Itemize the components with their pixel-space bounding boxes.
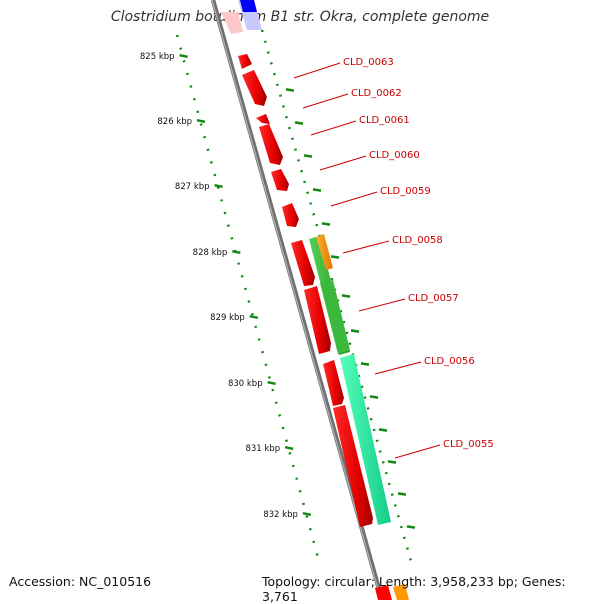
gene-features: [238, 54, 409, 600]
ruler-tick: [196, 118, 206, 124]
gene-arrow-green-dark: [320, 280, 350, 354]
gene-label: CLD_0060: [369, 150, 420, 161]
top-faded-features: [221, 0, 262, 34]
gene-arrow-7: [291, 240, 315, 286]
outer-tick: [294, 121, 304, 125]
gene-arrow-faded-pink: [221, 12, 243, 34]
gene-label: CLD_0058: [392, 235, 443, 246]
gene-arrow-blue: [240, 0, 257, 12]
ruler-label: 828 kbp: [193, 248, 228, 258]
outer-tick: [397, 492, 407, 496]
ruler-label: 827 kbp: [175, 182, 210, 192]
ruler-label: 830 kbp: [228, 379, 263, 389]
accession-text: Accession: NC_010516: [9, 574, 152, 589]
ruler-label: 826 kbp: [157, 117, 192, 127]
gene-arrow-bottom-orange: [393, 584, 409, 600]
outer-tick: [330, 255, 340, 259]
gene-arrow-3: [256, 114, 270, 124]
ruler-label: 825 kbp: [140, 52, 175, 62]
gene-labels: CLD_0063 CLD_0062 CLD_0061 CLD_0060 CLD_0059…: [343, 57, 494, 450]
ruler-tick: [179, 53, 188, 59]
ruler-labels: 825 kbp 826 kbp 827 kbp 828 kbp 829 kbp 830 k…: [140, 52, 298, 520]
outer-tick: [378, 428, 388, 432]
gene-label: CLD_0061: [359, 115, 410, 126]
genome-title: Clostridium botulinum B1 str. Okra, comp…: [110, 9, 490, 25]
gene-arrow-10: [333, 405, 373, 527]
ruler-label: 832 kbp: [263, 510, 298, 520]
outer-tick: [350, 329, 360, 333]
gene-leaders: [293, 62, 441, 459]
gene-leader-line: [358, 298, 406, 312]
gene-arrow-5: [271, 169, 289, 191]
outer-tick: [341, 294, 351, 298]
ruler-tick: [249, 314, 259, 320]
gene-leader-line: [293, 62, 341, 79]
gene-leader-line: [302, 93, 349, 109]
ruler-tick: [214, 183, 223, 189]
gene-arrow-4: [259, 124, 283, 165]
ruler-major-ticks: [179, 53, 416, 529]
gene-arrow-1: [238, 54, 252, 69]
gene-label: CLD_0055: [443, 439, 494, 450]
gene-label: CLD_0057: [408, 293, 459, 304]
gene-leader-line: [374, 361, 422, 375]
gene-leader-line: [319, 155, 367, 171]
gene-arrow-9: [323, 360, 344, 406]
gene-leader-line: [310, 120, 357, 136]
ruler-tick: [302, 511, 312, 517]
outer-tick: [369, 395, 379, 399]
ruler-tick: [232, 249, 241, 255]
outer-tick: [387, 460, 397, 464]
gene-arrow-6: [282, 203, 299, 227]
gene-leader-line: [330, 191, 378, 207]
gene-arrow-bottom-red: [375, 585, 392, 600]
gene-label: CLD_0062: [351, 88, 402, 99]
gene-arrow-teal: [340, 354, 391, 525]
outer-tick: [303, 154, 313, 158]
ruler-tick: [267, 380, 276, 386]
gene-arrow-orange: [316, 234, 333, 270]
gene-arrow-2: [242, 70, 267, 106]
outer-tick: [360, 362, 370, 366]
outer-tick: [321, 222, 331, 226]
ruler-label: 831 kbp: [245, 444, 280, 454]
gene-leader-line: [342, 240, 390, 254]
outer-tick: [285, 88, 295, 92]
gene-label: CLD_0063: [343, 57, 394, 68]
ruler-label: 829 kbp: [210, 313, 245, 323]
gene-label: CLD_0056: [424, 356, 475, 367]
gene-arrow-8: [304, 286, 331, 354]
ruler-tick: [284, 445, 294, 451]
genome-backbone: [210, 0, 385, 600]
gene-leader-line: [394, 444, 441, 459]
outer-tick: [406, 525, 416, 529]
gene-label: CLD_0059: [380, 186, 431, 197]
outer-tick: [312, 188, 322, 192]
